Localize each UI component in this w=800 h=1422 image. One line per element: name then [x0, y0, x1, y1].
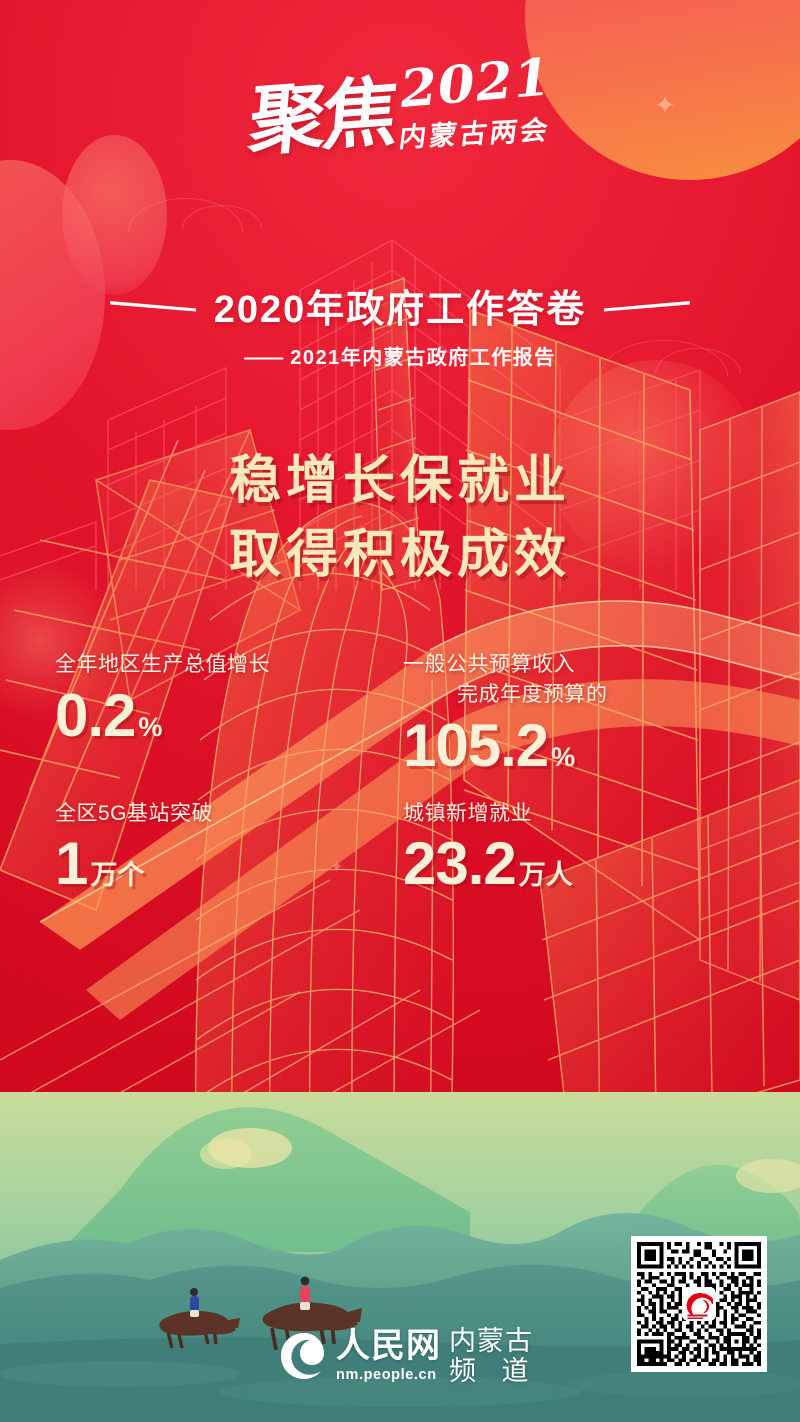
headline-line-2: 取得积极成效	[228, 525, 571, 584]
stat-value: 1 万个	[55, 832, 395, 895]
horse-rider-red	[262, 1276, 362, 1351]
stat-unit: %	[138, 711, 163, 742]
qr-code-image	[637, 1242, 761, 1366]
stat-new-urban-employment: 城镇新增就业 23.2 万人	[395, 799, 755, 896]
stat-unit: 万个	[90, 860, 145, 891]
masthead-subtitle: 内蒙古两会	[397, 115, 553, 154]
masthead-year: 2021	[395, 46, 555, 121]
page-subtitle: —— 2021年内蒙古政府工作报告	[0, 341, 800, 370]
stat-5g-base-stations: 全区5G基站突破 1 万个	[45, 799, 395, 896]
angled-line-ornament-left	[109, 300, 196, 311]
stat-label: 一般公共预算收入 完成年度预算的	[403, 650, 755, 710]
stat-number: 105.2	[403, 711, 549, 779]
grassland-illustration	[0, 1092, 800, 1422]
stat-label-line-2: 完成年度预算的	[457, 682, 608, 706]
stat-number: 23.2	[403, 830, 517, 898]
subtitle-text: 2021年内蒙古政府工作报告	[290, 347, 556, 369]
brand-url[interactable]: nm.people.cn	[336, 1366, 437, 1383]
stat-value: 23.2 万人	[403, 832, 755, 895]
page-title: 2020年政府工作答卷	[213, 289, 587, 331]
cityscape-illustration	[0, 277, 800, 1200]
channel-line-1: 内蒙古	[449, 1325, 533, 1356]
stat-label: 城镇新增就业	[403, 801, 532, 825]
stat-number: 0.2	[55, 681, 136, 749]
stat-value: 105.2 %	[403, 714, 755, 777]
brand-footer: 人民网 nm.people.cn 内蒙古 频 道	[278, 1326, 538, 1386]
people-cn-logo-icon	[281, 1332, 324, 1379]
horse-rider-blue	[159, 1288, 240, 1349]
masthead: 聚焦 2021 内蒙古两会	[0, 47, 800, 166]
masthead-calligraphy: 聚焦	[245, 66, 399, 166]
title-row: 2020年政府工作答卷	[0, 278, 800, 333]
stat-value: 0.2 %	[55, 684, 395, 747]
statistics-grid: 全年地区生产总值增长 0.2 % 一般公共预算收入 完成年度预算的 105.2 …	[0, 650, 800, 895]
brand-name: 人民网	[336, 1326, 441, 1365]
stat-number: 1	[55, 830, 88, 898]
qr-code[interactable]	[631, 1236, 767, 1372]
headline-line-1: 稳增长保就业	[228, 452, 571, 510]
angled-line-ornament-right	[604, 300, 691, 311]
channel-line-2: 频 道	[449, 1355, 538, 1386]
stat-gdp-growth: 全年地区生产总值增长 0.2 %	[45, 650, 395, 777]
stat-label-line-1: 一般公共预算收入	[403, 653, 575, 676]
stat-unit: 万人	[518, 860, 573, 891]
stat-budget-revenue: 一般公共预算收入 完成年度预算的 105.2 %	[395, 650, 755, 777]
subtitle-dash: ——	[244, 347, 283, 369]
stat-label: 全区5G基站突破	[55, 801, 214, 825]
headline: 稳增长保就业 取得积极成效	[0, 445, 800, 593]
stat-label: 全年地区生产总值增长	[55, 653, 270, 676]
stat-unit: %	[551, 741, 576, 772]
